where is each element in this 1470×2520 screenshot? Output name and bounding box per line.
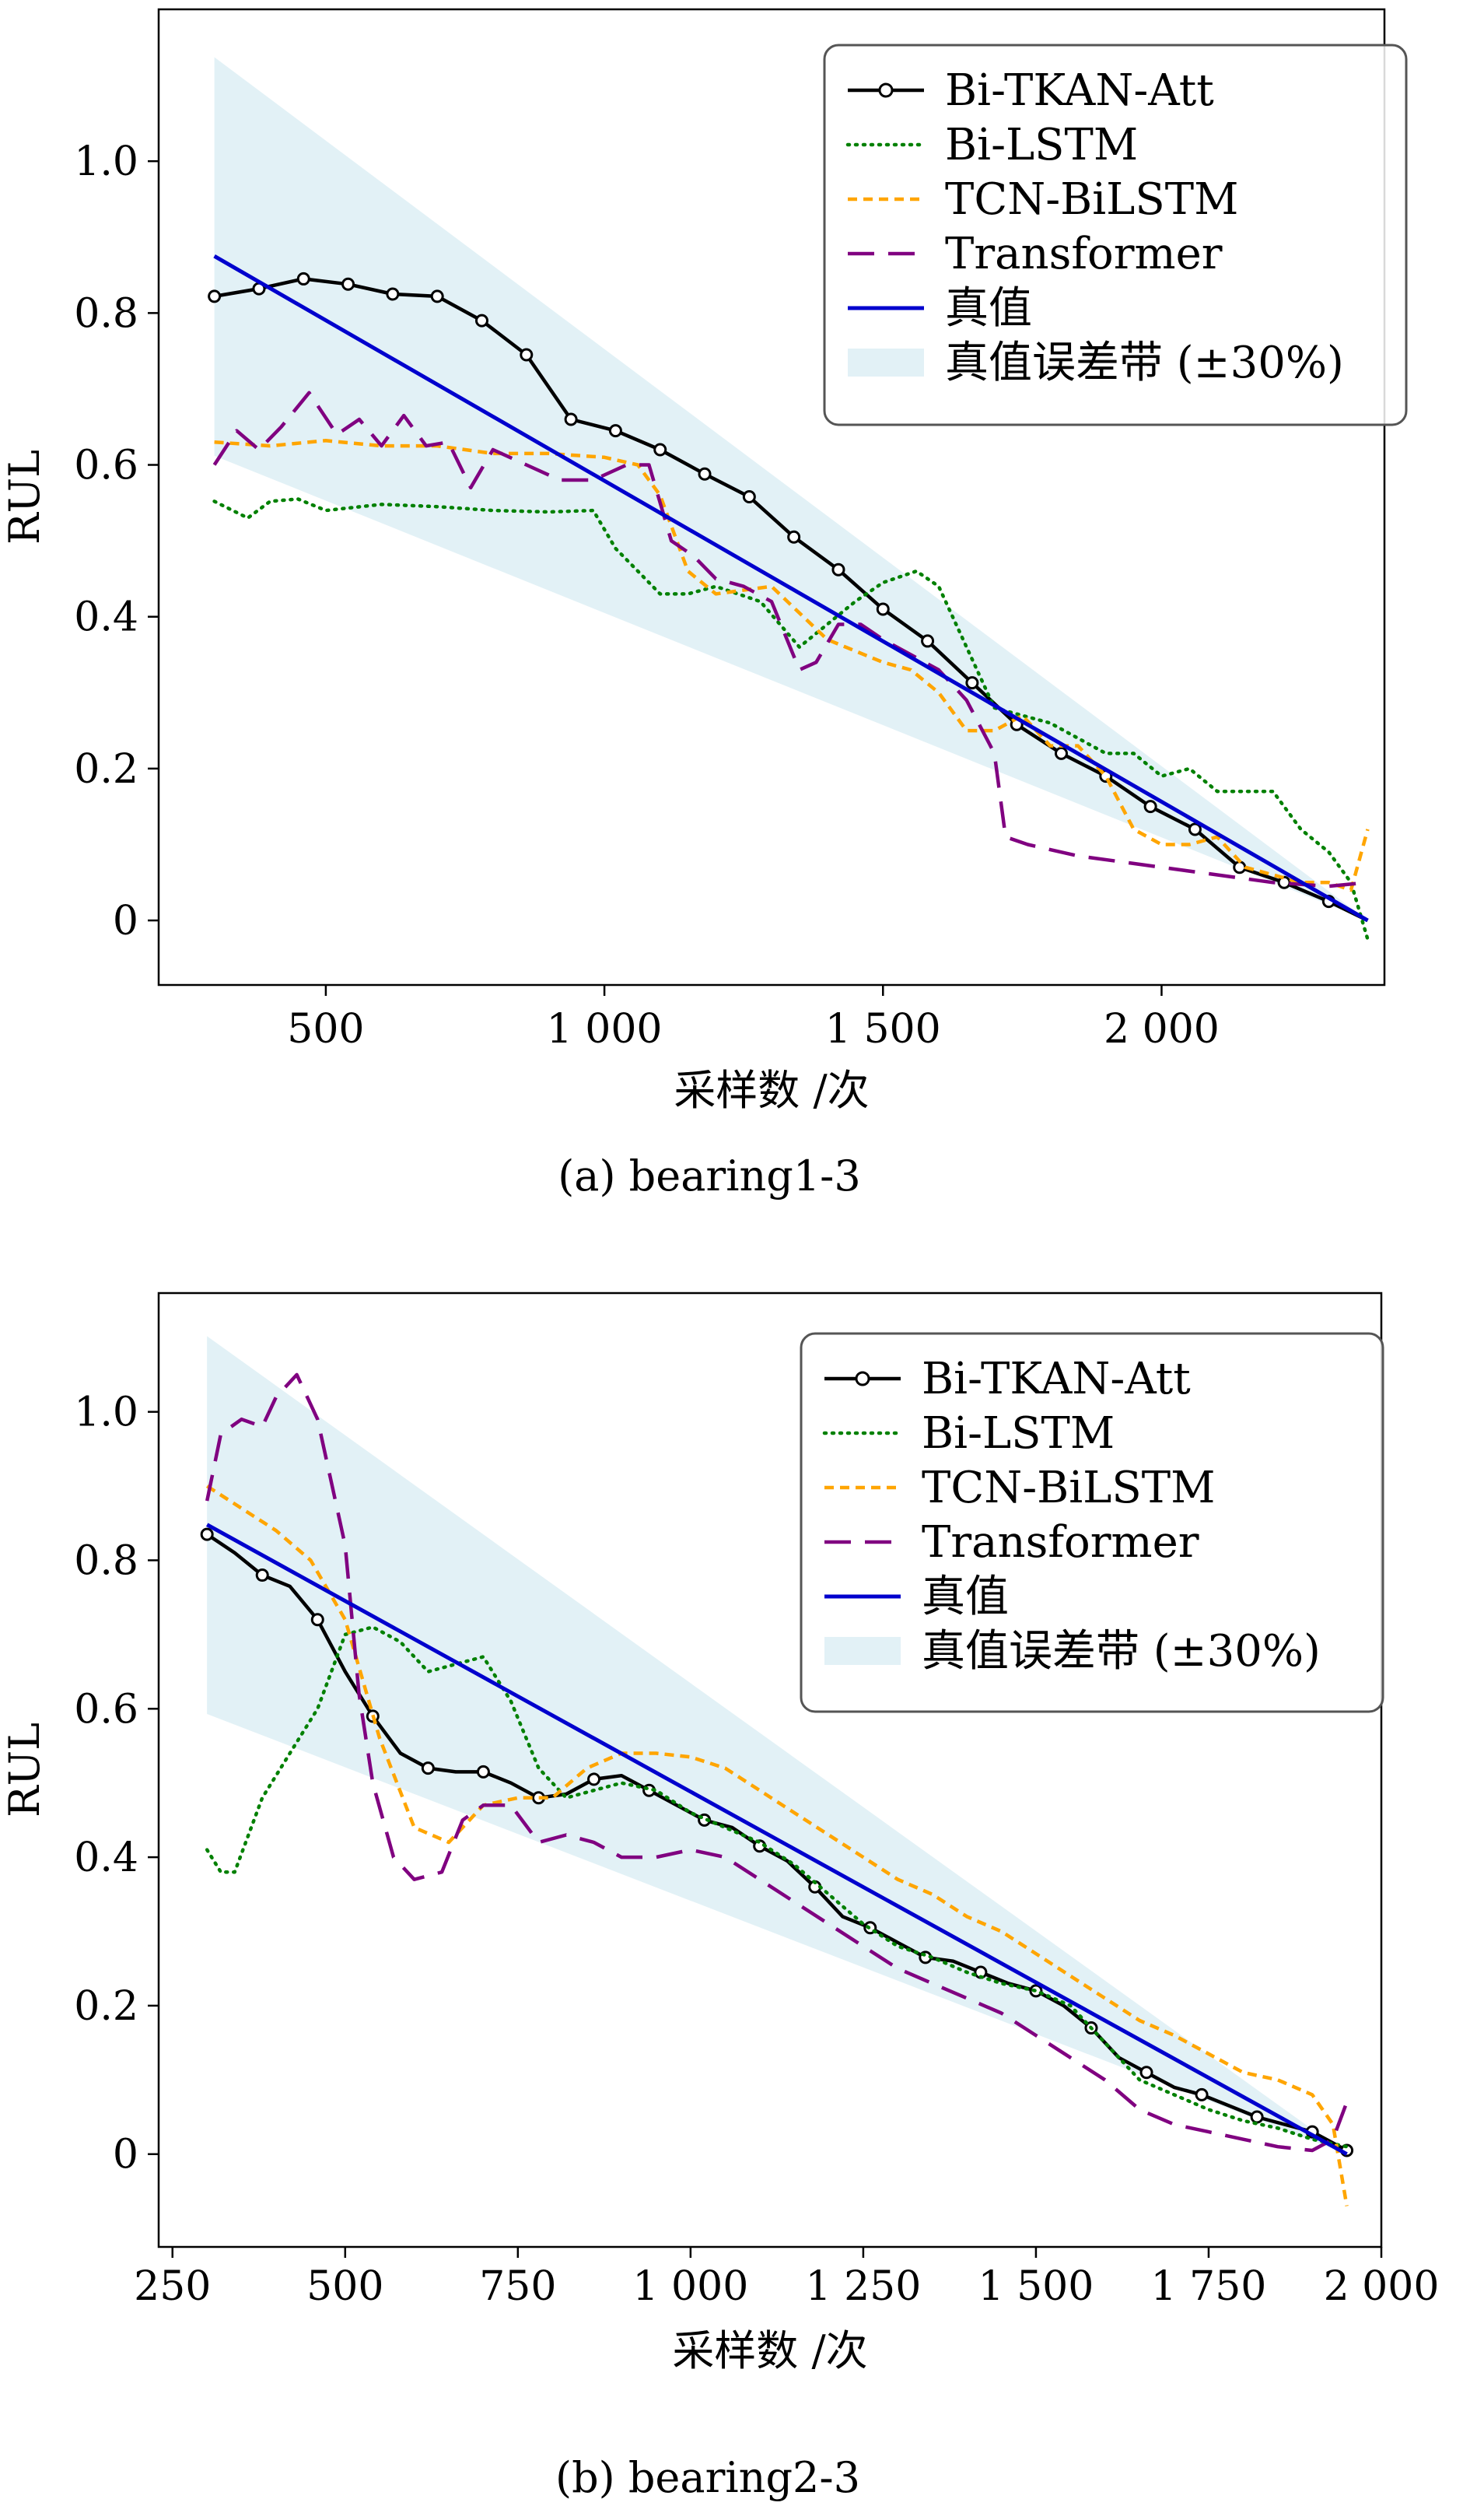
chart-b-y-tick-label: 1.0 [74, 1390, 138, 1436]
chart-a-marker [1188, 822, 1202, 836]
chart-a-marker [520, 348, 534, 362]
chart-b-error-band [207, 1336, 1347, 2154]
chart-panel-a: 500 1 000 1 500 2 000 0 0.2 0.4 0.6 0.8 1.0 采样数 /次… [0, 8, 1408, 1200]
chart-b-marker [476, 1765, 490, 1779]
chart-b-svg: 250 500 750 1 000 1 250 1 500 1 750 2 000 0 0.2 0.… [0, 1292, 1440, 2502]
chart-a-marker [341, 277, 355, 291]
chart-a-plot-area [208, 57, 1370, 941]
chart-b-legend-label-true-value: 真值 [922, 1572, 1009, 1622]
chart-b-legend-label-error-band: 真值误差带 (±30%) [922, 1626, 1321, 1677]
chart-panel-b: 250 500 750 1 000 1 250 1 500 1 750 2 000 0 0.2 0.… [0, 1260, 1470, 2520]
chart-a-caption: (a) bearing1-3 [558, 1151, 861, 1200]
chart-a-y-tick-label: 0.8 [74, 290, 138, 337]
chart-a-y-tick-label: 0.2 [74, 746, 138, 793]
chart-b-series-bi-lstm [205, 1625, 1349, 2149]
chart-b-y-tick-label: 0 [113, 2132, 138, 2178]
chart-a-marker [742, 490, 756, 504]
chart-a-legend-label-true-value: 真值 [945, 283, 1032, 334]
chart-a-x-axis-label: 采样数 /次 [674, 1066, 869, 1115]
chart-a-y-tick-label: 0 [113, 898, 138, 945]
chart-a-y-tick-label: 0.4 [74, 594, 138, 641]
chart-a-marker [831, 563, 845, 577]
chart-a-legend-label-tcn-bilstm: TCN-BiLSTM [945, 174, 1238, 225]
chart-b-series-tcn-bilstm [205, 1484, 1349, 2206]
chart-a-series-transformer [212, 391, 1368, 888]
chart-b-legend-label-tcn-bilstm: TCN-BiLSTM [922, 1463, 1215, 1513]
chart-b-x-tick-label: 2 000 [1324, 2263, 1440, 2310]
chart-b-legend-box [800, 1332, 1384, 1713]
chart-a-marker [1233, 860, 1247, 874]
chart-b-marker [421, 1761, 435, 1775]
chart-a-legend: Bi-TKAN-AttBi-LSTMTCN-BiLSTMTransformer真… [823, 44, 1408, 426]
chart-b-marker [255, 1568, 269, 1582]
chart-a-marker [296, 272, 310, 286]
chart-b-marker [1250, 2110, 1264, 2124]
chart-a-y-tick-label: 0.6 [74, 443, 138, 489]
chart-a-x-tick-label: 2 000 [1104, 1006, 1220, 1053]
chart-b-x-tick-label: 250 [134, 2263, 211, 2310]
chart-b-marker [587, 1772, 601, 1786]
chart-b-series-true-value [205, 1523, 1348, 2156]
chart-a-marker [1055, 746, 1069, 760]
chart-a-legend-box [823, 44, 1408, 426]
chart-a-svg: 500 1 000 1 500 2 000 0 0.2 0.4 0.6 0.8 1.0 采样数 /次… [0, 8, 1408, 1200]
chart-a-marker [386, 287, 400, 301]
chart-a-marker [921, 634, 935, 648]
chart-b-y-tick-label: 0.6 [74, 1686, 138, 1733]
chart-a-y-axis-label: RUL [0, 450, 49, 545]
chart-b-x-tick-label: 1 000 [632, 2263, 748, 2310]
chart-b-y-tick-label: 0.4 [74, 1835, 138, 1881]
chart-a-x-tick-label: 1 000 [547, 1006, 663, 1053]
chart-a-series-tcn-bilstm [214, 439, 1370, 892]
chart-b-legend-swatch-error-band [824, 1637, 901, 1665]
chart-b-marker [1195, 2087, 1209, 2101]
chart-b-x-tick-label: 1 750 [1151, 2263, 1267, 2310]
chart-a-series-true-value [213, 254, 1369, 923]
chart-b-legend-label-bi-tkan-att: Bi-TKAN-Att [922, 1354, 1191, 1404]
chart-a-axes-frame [157, 8, 1386, 987]
chart-a-marker [564, 412, 578, 426]
chart-b-x-tick-label: 1 500 [978, 2263, 1094, 2310]
chart-b-legend-marker [855, 1371, 870, 1386]
chart-a-marker [608, 424, 622, 438]
chart-b-x-tick-label: 1 250 [805, 2263, 921, 2310]
chart-a-legend-label-transformer: Transformer [945, 229, 1223, 279]
chart-b-marker [310, 1613, 324, 1627]
chart-a-x-tick-label: 1 500 [825, 1006, 941, 1053]
chart-b-x-tick-label: 750 [479, 2263, 556, 2310]
chart-b-x-axis-label: 采样数 /次 [672, 2326, 867, 2375]
chart-b-legend: Bi-TKAN-AttBi-LSTMTCN-BiLSTMTransformer真… [800, 1332, 1384, 1713]
chart-b-plot-area [200, 1336, 1354, 2206]
chart-b-y-tick-label: 0.8 [74, 1537, 138, 1584]
chart-a-marker [208, 289, 222, 303]
chart-a-marker [698, 467, 712, 481]
chart-b-x-tick-label: 500 [306, 2263, 383, 2310]
chart-a-marker [430, 289, 444, 303]
chart-b-series-transformer [205, 1372, 1349, 2153]
chart-b-marker [200, 1527, 214, 1541]
chart-b-axes-frame [157, 1292, 1383, 2248]
chart-b-y-axis-label: RUL [0, 1723, 49, 1817]
chart-a-error-band [214, 57, 1368, 921]
chart-a-legend-marker [878, 82, 894, 98]
chart-a-marker [787, 530, 801, 544]
chart-b-y-tick-label: 0.2 [74, 1983, 138, 2030]
chart-a-marker [965, 676, 979, 690]
chart-a-marker [876, 602, 890, 616]
chart-a-legend-label-bi-lstm: Bi-LSTM [945, 120, 1138, 170]
chart-a-y-tick-label: 1.0 [74, 138, 138, 185]
chart-b-legend-label-transformer: Transformer [922, 1517, 1199, 1568]
chart-b-caption: (b) bearing2-3 [555, 2453, 860, 2502]
chart-a-x-tick-label: 500 [287, 1006, 364, 1053]
chart-a-legend-swatch-error-band [848, 349, 924, 377]
chart-a-series-bi-lstm [212, 497, 1370, 941]
chart-b-legend-label-bi-lstm: Bi-LSTM [922, 1408, 1115, 1459]
chart-a-marker [474, 314, 488, 328]
chart-b-marker [1139, 2066, 1153, 2080]
chart-a-marker [653, 443, 667, 457]
chart-a-legend-label-error-band: 真值误差带 (±30%) [945, 338, 1344, 388]
chart-a-marker [1143, 800, 1157, 814]
chart-a-legend-label-bi-tkan-att: Bi-TKAN-Att [945, 65, 1214, 116]
